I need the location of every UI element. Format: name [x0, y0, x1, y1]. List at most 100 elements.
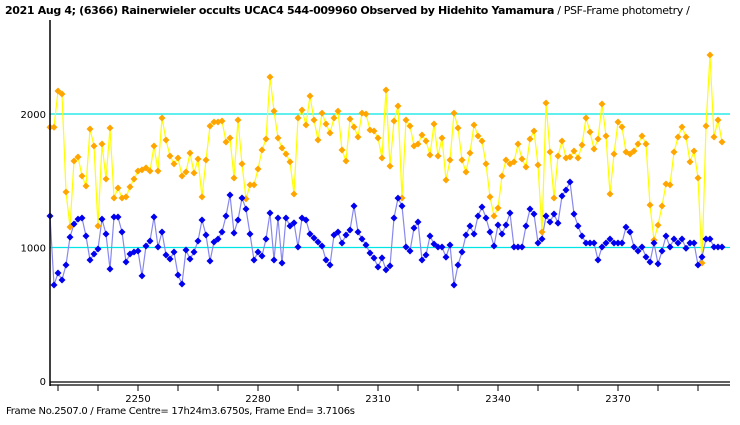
- comparison-point: [598, 100, 606, 108]
- comparison-point: [190, 169, 198, 177]
- comparison-point: [154, 167, 162, 175]
- comparison-point: [478, 137, 486, 145]
- target-point: [650, 239, 658, 247]
- target-point: [486, 228, 494, 236]
- target-point: [582, 239, 590, 247]
- x-tick-label: 2370: [605, 394, 630, 405]
- target-point: [550, 210, 558, 218]
- axis-ticks: 2250 2280 2310 2340 2370 0 1000 2000: [21, 110, 699, 405]
- target-point: [470, 230, 478, 238]
- target-point: [142, 242, 150, 250]
- comparison-point: [618, 123, 626, 131]
- comparison-point: [122, 193, 130, 201]
- comparison-point: [570, 147, 578, 155]
- comparison-point: [502, 156, 510, 164]
- comparison-point: [50, 123, 58, 131]
- comparison-point: [418, 131, 426, 139]
- target-point: [602, 239, 610, 247]
- comparison-point: [702, 122, 710, 130]
- target-point: [286, 222, 294, 230]
- comparison-point: [274, 134, 282, 142]
- target-point: [574, 222, 582, 230]
- target-point: [306, 230, 314, 238]
- target-point: [234, 216, 242, 224]
- comparison-point: [254, 165, 262, 173]
- comparison-point: [386, 162, 394, 170]
- target-point: [322, 256, 330, 264]
- comparison-point: [130, 175, 138, 183]
- comparison-point: [90, 142, 98, 150]
- target-point: [66, 233, 74, 241]
- comparison-point: [454, 124, 462, 132]
- target-point: [562, 186, 570, 194]
- target-point: [158, 228, 166, 236]
- target-point: [546, 218, 554, 226]
- target-point: [102, 230, 110, 238]
- comparison-point: [490, 212, 498, 220]
- comparison-point: [290, 190, 298, 198]
- target-point: [482, 214, 490, 222]
- target-point: [350, 202, 358, 210]
- target-point: [354, 228, 362, 236]
- comparison-point: [354, 133, 362, 141]
- comparison-point: [654, 221, 662, 229]
- target-point: [186, 255, 194, 263]
- chart-title-main: 2021 Aug 4; (6366) Rainerwieler occults …: [5, 4, 555, 17]
- target-point: [78, 214, 86, 222]
- target-point: [598, 243, 606, 251]
- target-point: [434, 243, 442, 251]
- target-point: [382, 266, 390, 274]
- comparison-point: [602, 132, 610, 140]
- comparison-point: [398, 194, 406, 202]
- comparison-point: [538, 228, 546, 236]
- target-point: [534, 239, 542, 247]
- target-point: [374, 263, 382, 271]
- comparison-point: [346, 115, 354, 123]
- comparison-point: [714, 116, 722, 124]
- comparison-point: [642, 140, 650, 148]
- target-point: [682, 244, 690, 252]
- comparison-point: [430, 120, 438, 128]
- target-point: [450, 281, 458, 289]
- target-point: [166, 255, 174, 263]
- frame-info: Frame No.2507.0 / Frame Centre= 17h24m3.…: [6, 406, 355, 417]
- target-point: [686, 239, 694, 247]
- comparison-point: [298, 106, 306, 114]
- comparison-point: [606, 190, 614, 198]
- comparison-point: [374, 134, 382, 142]
- target-point: [170, 248, 178, 256]
- comparison-point: [646, 201, 654, 209]
- target-point: [606, 235, 614, 243]
- comparison-point: [446, 156, 454, 164]
- comparison-point: [710, 133, 718, 141]
- target-point: [82, 232, 90, 240]
- target-point: [250, 256, 258, 264]
- comparison-point: [394, 102, 402, 110]
- target-point: [266, 209, 274, 217]
- comparison-point: [718, 138, 726, 146]
- comparison-point: [578, 141, 586, 149]
- comparison-point: [158, 114, 166, 122]
- comparison-point: [414, 140, 422, 148]
- comparison-point: [222, 138, 230, 146]
- comparison-line: [50, 54, 723, 264]
- target-point: [178, 280, 186, 288]
- comparison-point: [518, 155, 526, 163]
- comparison-point: [110, 194, 118, 202]
- comparison-point: [434, 152, 442, 160]
- target-point: [590, 239, 598, 247]
- comparison-point: [450, 109, 458, 117]
- target-point: [114, 213, 122, 221]
- target-point: [418, 256, 426, 264]
- comparison-point: [666, 181, 674, 189]
- target-point: [458, 248, 466, 256]
- target-point: [398, 202, 406, 210]
- target-point: [122, 258, 130, 266]
- comparison-point: [462, 168, 470, 176]
- comparison-point: [318, 109, 326, 117]
- target-point: [282, 214, 290, 222]
- comparison-point: [114, 184, 122, 192]
- target-point: [150, 213, 158, 221]
- target-point: [462, 231, 470, 239]
- target-point: [270, 256, 278, 264]
